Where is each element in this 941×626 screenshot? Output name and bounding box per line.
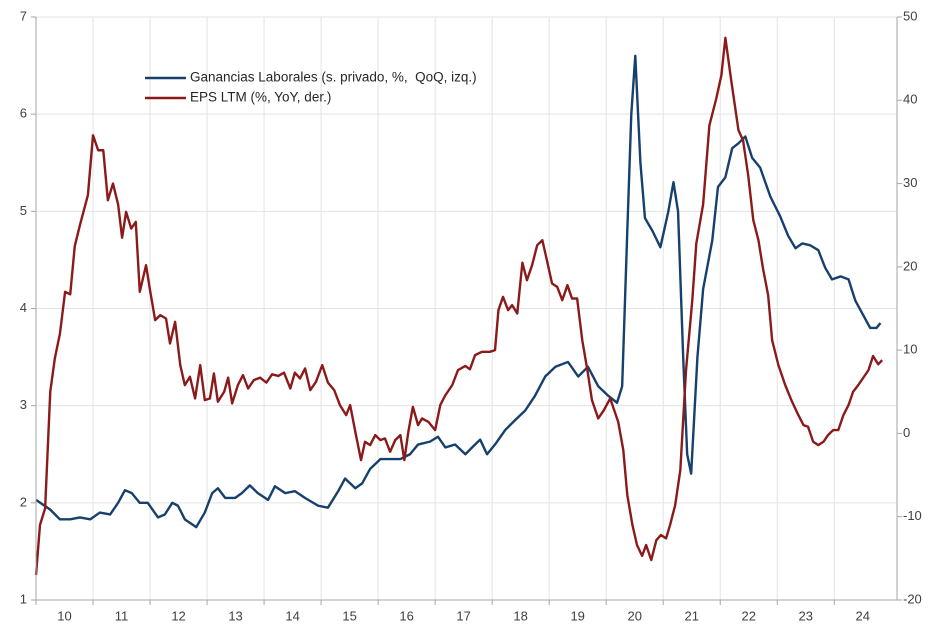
x-tick-label: 20: [627, 608, 641, 623]
x-tick-label: 16: [399, 608, 413, 623]
y-tick-label: 5: [20, 203, 27, 218]
y2-tick-label: 20: [903, 258, 917, 273]
y2-tick-label: 0: [903, 425, 910, 440]
legend: Ganancias Laborales (s. privado, %, QoQ,…: [145, 70, 477, 105]
x-tick-label: 15: [342, 608, 356, 623]
y-tick-label: 2: [20, 494, 27, 509]
y-tick-label: 7: [20, 8, 27, 23]
series-line: [34, 36, 884, 576]
y2-tick-label: -20: [903, 591, 922, 606]
x-tick-label: 24: [856, 608, 870, 623]
x-tick-label: 13: [228, 608, 242, 623]
y2-tick-label: -10: [903, 508, 922, 523]
x-tick-label: 11: [115, 608, 129, 623]
series-line: [35, 54, 882, 529]
x-tick-label: 21: [684, 608, 698, 623]
y2-tick-label: 40: [903, 92, 917, 107]
grid: [35, 16, 897, 601]
x-tick-label: 14: [285, 608, 299, 623]
x-tick-label: 18: [513, 608, 527, 623]
legend-label: EPS LTM (%, YoY, der.): [190, 90, 331, 105]
y2-tick-label: 10: [903, 342, 917, 357]
y-tick-label: 3: [20, 397, 27, 412]
y2-tick-label: 30: [903, 175, 917, 190]
x-tick-label: 12: [171, 608, 185, 623]
x-tick-label: 23: [799, 608, 813, 623]
x-tick-label: 19: [570, 608, 584, 623]
x-tick-label: 17: [456, 608, 470, 623]
y2-tick-label: 50: [903, 8, 917, 23]
legend-label: Ganancias Laborales (s. privado, %, QoQ,…: [190, 70, 477, 85]
y-tick-label: 4: [20, 300, 27, 315]
x-tick-label: 22: [742, 608, 756, 623]
y-tick-label: 6: [20, 106, 27, 121]
y-tick-label: 1: [20, 591, 27, 606]
plot-lines: [34, 36, 884, 576]
x-tick-label: 10: [57, 608, 71, 623]
